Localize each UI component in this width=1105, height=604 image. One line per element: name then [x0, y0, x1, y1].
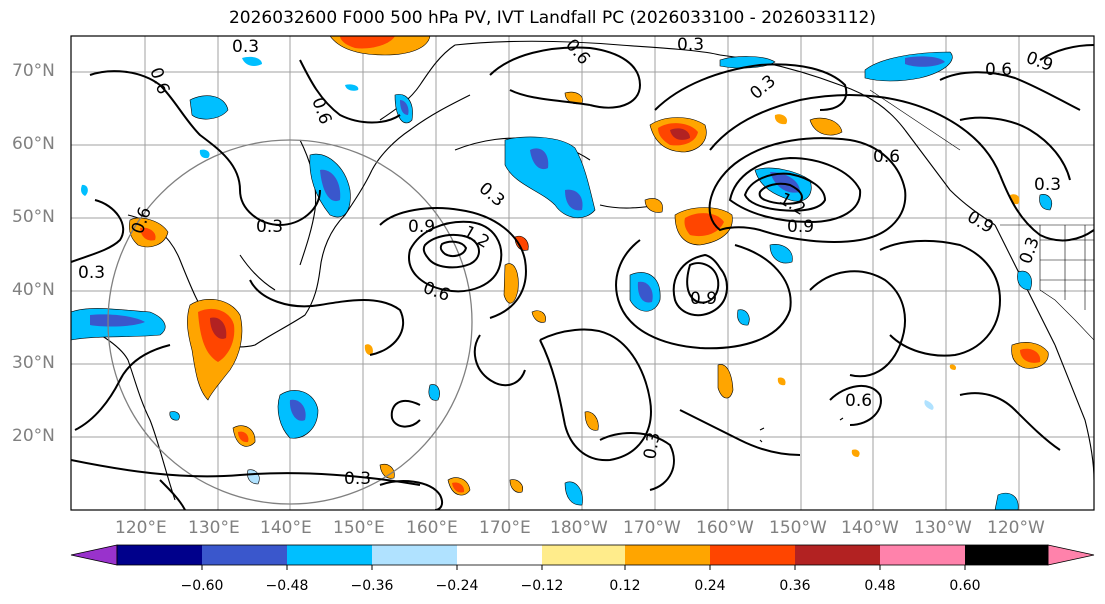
colorbar-segment — [202, 545, 287, 565]
colorbar-tick-label: 0.60 — [949, 578, 981, 594]
lon-label: 160°E — [406, 518, 458, 538]
lon-label: 130°W — [914, 518, 972, 538]
contour-label: 0.3 — [677, 35, 704, 55]
ivt-contours — [71, 44, 1094, 510]
colorbar-tick-label: −0.12 — [520, 578, 564, 594]
contour-label: 0.9 — [690, 289, 717, 309]
contour-label: 0.9 — [787, 217, 814, 237]
contour-label: 0.3 — [256, 217, 283, 237]
lon-label: 150°W — [769, 518, 827, 538]
lat-label: 70°N — [12, 61, 55, 81]
map-area: 0.3 0.3 0.3 0.3 0.3 0.3 0.3 0.3 0.3 0.3 … — [71, 35, 1094, 510]
positive-pv-anomalies — [128, 36, 1049, 496]
contour-label: 0.6 — [985, 60, 1012, 80]
colorbar-tick-label: 0.48 — [864, 578, 896, 594]
lon-label: 120°W — [987, 518, 1045, 538]
lon-label: 120°E — [115, 518, 167, 538]
colorbar-segment — [710, 545, 795, 565]
colorbar-extend-low — [70, 544, 118, 566]
colorbar-extend-high — [1047, 544, 1095, 566]
colorbar-segment — [795, 545, 880, 565]
colorbar-segment — [117, 545, 202, 565]
colorbar-segment — [542, 545, 625, 565]
landfall-radius-circle — [107, 139, 473, 505]
colorbar-segment — [880, 545, 965, 565]
lon-label: 130°E — [188, 518, 240, 538]
negative-pv-anomalies — [71, 51, 1052, 510]
colorbar-segment — [965, 545, 1048, 565]
colorbar-tick-label: 0.36 — [779, 578, 811, 594]
lon-label: 140°W — [841, 518, 899, 538]
colorbar-segment — [372, 545, 457, 565]
lon-label: 170°E — [479, 518, 531, 538]
lat-label: 20°N — [12, 426, 55, 446]
colorbar-segment — [625, 545, 710, 565]
colorbar-tick-label: 0.12 — [609, 578, 641, 594]
colorbar-segment — [457, 545, 542, 565]
lat-label: 50°N — [12, 207, 55, 227]
lat-label: 60°N — [12, 134, 55, 154]
map-title: 2026032600 F000 500 hPa PV, IVT Landfall… — [228, 8, 876, 28]
lon-label: 150°E — [333, 518, 385, 538]
lat-label: 40°N — [12, 280, 55, 300]
contour-label: 0.3 — [1034, 175, 1061, 195]
contour-label: 0.6 — [873, 147, 900, 167]
colorbar-tick-label: −0.36 — [350, 578, 394, 594]
lat-label: 30°N — [12, 353, 55, 373]
map-frame — [70, 35, 1095, 511]
contour-label: 0.6 — [845, 391, 872, 411]
colorbar-tick-label: −0.24 — [435, 578, 479, 594]
colorbar-tick-label: −0.60 — [180, 578, 224, 594]
lon-label: 170°W — [623, 518, 681, 538]
contour-label: 0.3 — [344, 469, 371, 489]
contour-label: 0.3 — [232, 37, 259, 57]
colorbar-segment — [287, 545, 372, 565]
contour-label: 0.3 — [78, 263, 105, 283]
lon-label: 140°E — [260, 518, 312, 538]
lon-label: 160°W — [696, 518, 754, 538]
lon-label: 180°W — [550, 518, 608, 538]
colorbar-tick-label: 0.24 — [694, 578, 726, 594]
colorbar — [70, 544, 1095, 570]
colorbar-tick-label: −0.48 — [265, 578, 309, 594]
contour-label: 0.3 — [640, 431, 664, 461]
contour-label: 0.9 — [408, 217, 435, 237]
